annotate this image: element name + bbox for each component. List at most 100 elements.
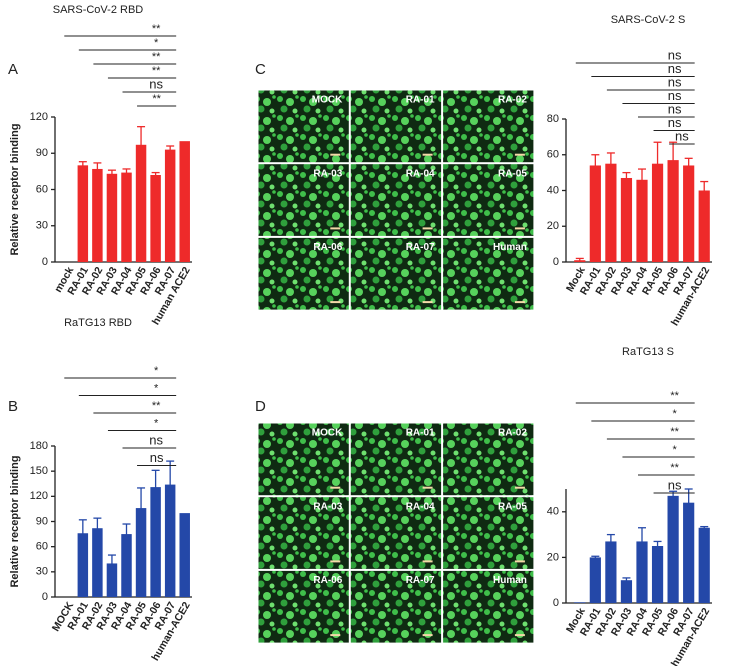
micrograph-tile xyxy=(349,496,443,570)
micrograph-tile xyxy=(442,236,535,311)
y-tick-label: 60 xyxy=(36,541,48,553)
significance-label: * xyxy=(154,417,159,429)
y-tick-label: 30 xyxy=(36,566,48,578)
y-tick-label: 0 xyxy=(42,256,48,268)
significance-label: ns xyxy=(149,76,163,91)
bar xyxy=(574,602,586,603)
tile-label: RA-05 xyxy=(498,168,527,179)
bar xyxy=(620,177,633,262)
significance-label: ** xyxy=(670,462,679,474)
y-tick-label: 60 xyxy=(547,149,559,161)
bar xyxy=(164,149,176,262)
chart-title: RaTG13 RBD xyxy=(64,317,132,329)
tile-label: Human xyxy=(493,242,527,253)
y-tick-label: 90 xyxy=(36,147,48,159)
micrograph-tile xyxy=(349,89,443,164)
bar xyxy=(179,141,190,262)
micrograph-tile xyxy=(442,569,535,644)
bar xyxy=(683,502,695,603)
tile-label: RA-04 xyxy=(406,501,435,512)
significance-label: ns xyxy=(150,450,164,465)
y-tick-label: 60 xyxy=(36,183,48,195)
bar xyxy=(589,557,601,603)
significance-label: * xyxy=(673,444,678,456)
tile-label: RA-06 xyxy=(313,242,342,253)
micrograph-tile xyxy=(442,422,535,497)
y-tick-label: 30 xyxy=(36,220,48,232)
tile-label: MOCK xyxy=(312,428,343,439)
y-tick-label: 120 xyxy=(30,490,48,502)
micrograph-tile xyxy=(257,89,350,164)
bar xyxy=(636,179,648,262)
bar xyxy=(106,173,118,262)
bar xyxy=(683,165,695,262)
y-tick-label: 0 xyxy=(553,597,559,609)
panel-letter: B xyxy=(8,398,18,415)
tile-label: RA-01 xyxy=(406,428,435,439)
bar xyxy=(620,580,633,603)
significance-label: ** xyxy=(152,400,161,412)
micrograph-tile xyxy=(257,163,350,237)
y-tick-label: 40 xyxy=(547,184,559,196)
significance-label: ns xyxy=(668,47,682,62)
y-tick-label: 40 xyxy=(547,506,559,518)
bar xyxy=(92,528,103,597)
bar xyxy=(135,508,147,597)
y-tick-label: 20 xyxy=(547,220,559,232)
y-axis-label: Relative receptor binding xyxy=(9,455,21,587)
micrograph-tile xyxy=(257,569,350,644)
y-tick-label: 0 xyxy=(553,256,559,268)
micrograph-tile xyxy=(349,569,443,644)
bar xyxy=(121,534,132,597)
significance-label: * xyxy=(154,365,159,377)
bar xyxy=(150,175,161,262)
micrograph-tile xyxy=(349,422,443,497)
y-tick-label: 20 xyxy=(547,551,559,563)
chart-title: SARS-CoV-2 S xyxy=(611,14,686,26)
tile-label: Human xyxy=(493,575,527,586)
micrograph-tile xyxy=(257,236,350,311)
micrograph-tile xyxy=(442,89,535,164)
significance-label: ** xyxy=(152,51,161,63)
significance-label: ns xyxy=(149,432,163,447)
y-axis-label: Relative receptor binding xyxy=(9,123,21,255)
tile-label: RA-01 xyxy=(406,95,435,106)
tile-label: RA-05 xyxy=(498,501,527,512)
tile-label: RA-07 xyxy=(406,242,435,253)
chart-title: SARS-CoV-2 RBD xyxy=(53,4,144,16)
micrograph-tile xyxy=(442,163,535,237)
bar xyxy=(121,172,132,262)
significance-label: ns xyxy=(668,88,682,103)
bar xyxy=(636,541,648,603)
micrograph-tile xyxy=(349,236,443,311)
y-tick-label: 180 xyxy=(30,440,48,452)
bar xyxy=(698,527,710,603)
bar xyxy=(651,546,664,603)
bar xyxy=(77,533,89,597)
bar xyxy=(179,513,190,597)
tile-label: RA-03 xyxy=(313,501,342,512)
panel-letter: A xyxy=(8,61,18,78)
significance-label: ** xyxy=(670,426,679,438)
tile-label: RA-02 xyxy=(498,95,527,106)
significance-label: ns xyxy=(668,115,682,130)
bar xyxy=(605,541,617,603)
bar xyxy=(164,484,176,597)
bar xyxy=(651,163,664,262)
y-tick-label: 80 xyxy=(547,113,559,125)
significance-label: * xyxy=(154,382,159,394)
significance-label: * xyxy=(154,37,159,49)
micrograph-tile xyxy=(349,163,443,237)
tile-label: RA-04 xyxy=(406,168,435,179)
tile-label: RA-07 xyxy=(406,575,435,586)
tile-label: RA-06 xyxy=(313,575,342,586)
significance-label: ** xyxy=(152,23,161,35)
bar xyxy=(667,495,679,603)
y-tick-label: 120 xyxy=(30,111,48,123)
bar xyxy=(605,163,617,262)
significance-label: ns xyxy=(668,477,682,492)
micrograph-tile xyxy=(257,496,350,570)
bar xyxy=(667,160,679,262)
micrograph-tile xyxy=(257,422,350,497)
